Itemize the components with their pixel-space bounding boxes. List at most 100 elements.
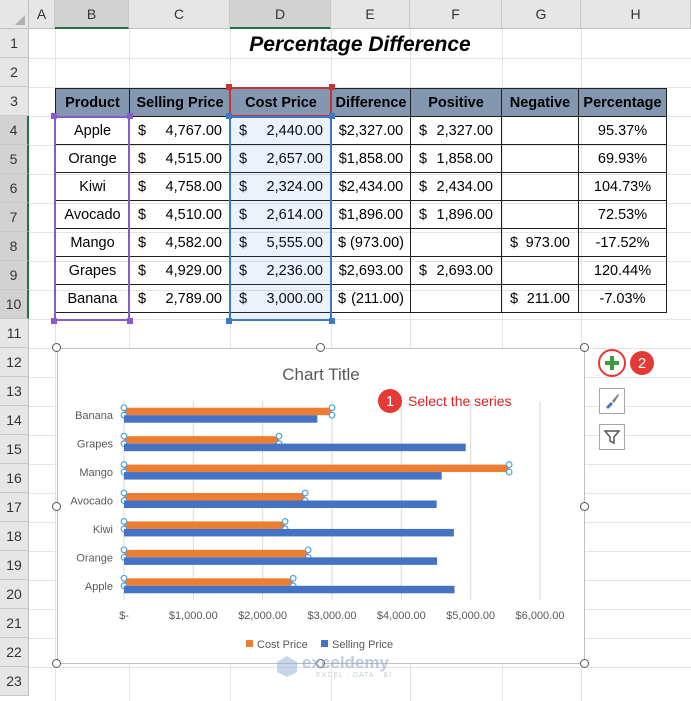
series-selection-handle[interactable] — [275, 432, 283, 440]
cell-positive[interactable]: $1,858.00 — [410, 144, 502, 173]
column-header-g[interactable]: G — [502, 0, 581, 29]
selection-handle[interactable] — [127, 318, 133, 324]
series-selection-handle[interactable] — [505, 468, 513, 476]
row-header-17[interactable]: 17 — [0, 493, 29, 522]
selection-handle[interactable] — [51, 318, 57, 324]
row-header-12[interactable]: 12 — [0, 348, 29, 377]
cost-price-bar[interactable] — [124, 521, 286, 529]
cell-difference[interactable]: $1,896.00 — [331, 200, 411, 229]
row-header-23[interactable]: 23 — [0, 667, 29, 696]
cell-cost-price[interactable]: $2,614.00 — [230, 200, 332, 229]
series-selection-handle[interactable] — [304, 546, 312, 554]
series-selection-handle[interactable] — [120, 404, 128, 412]
cell-cost-price[interactable]: $2,440.00 — [230, 116, 332, 145]
cell-cost-price[interactable]: $5,555.00 — [230, 228, 332, 257]
series-selection-handle[interactable] — [120, 432, 128, 440]
selling-price-bar[interactable] — [124, 443, 466, 452]
header-cost-price[interactable]: Cost Price — [230, 88, 332, 117]
row-header-11[interactable]: 11 — [0, 319, 29, 348]
cell-product[interactable]: Apple — [55, 116, 130, 145]
cell-difference[interactable]: $ (973.00) — [331, 228, 411, 257]
cell-negative[interactable] — [501, 144, 579, 173]
cost-price-bar[interactable] — [124, 578, 294, 586]
cell-selling-price[interactable]: $4,582.00 — [129, 228, 231, 257]
cell-product[interactable]: Mango — [55, 228, 130, 257]
bar-chart[interactable]: $- $1,000.00 $2,000.00 $3,000.00 $4,000.00 $5… — [57, 348, 585, 664]
row-header-16[interactable]: 16 — [0, 464, 29, 493]
cell-difference[interactable]: $2,434.00 — [331, 172, 411, 201]
column-header-h[interactable]: H — [581, 0, 691, 29]
cell-negative[interactable] — [501, 172, 579, 201]
row-header-2[interactable]: 2 — [0, 58, 29, 87]
cell-product[interactable]: Kiwi — [55, 172, 130, 201]
cell-selling-price[interactable]: $4,758.00 — [129, 172, 231, 201]
column-header-d[interactable]: D — [230, 0, 331, 29]
series-selection-handle[interactable] — [328, 411, 336, 419]
header-difference[interactable]: Difference — [331, 88, 411, 117]
row-header-22[interactable]: 22 — [0, 638, 29, 667]
selection-handle[interactable] — [226, 318, 232, 324]
cost-price-bar[interactable] — [124, 464, 510, 473]
cell-negative[interactable] — [501, 116, 579, 145]
row-header-6[interactable]: 6 — [0, 174, 29, 203]
series-selection-handle[interactable] — [120, 518, 128, 525]
cell-product[interactable]: Grapes — [55, 256, 130, 285]
series-selection-handle[interactable] — [301, 489, 309, 497]
cell-positive[interactable]: $2,693.00 — [410, 256, 502, 285]
column-header-b[interactable]: B — [55, 0, 129, 29]
cost-price-bar[interactable] — [124, 436, 280, 444]
cell-negative[interactable] — [501, 200, 579, 229]
cell-positive[interactable]: $2,434.00 — [410, 172, 502, 201]
cell-positive[interactable]: $1,896.00 — [410, 200, 502, 229]
header-positive[interactable]: Positive — [410, 88, 502, 117]
row-header-9[interactable]: 9 — [0, 261, 29, 290]
selling-price-bar[interactable] — [124, 557, 438, 565]
cell-percentage[interactable]: -17.52% — [578, 228, 667, 257]
header-percentage[interactable]: Percentage — [578, 88, 667, 117]
chart-resize-handle[interactable] — [52, 343, 61, 352]
row-header-18[interactable]: 18 — [0, 522, 29, 551]
cell-positive[interactable]: $2,327.00 — [410, 116, 502, 145]
cell-percentage[interactable]: 95.37% — [578, 116, 667, 145]
selection-handle[interactable] — [329, 84, 335, 90]
header-product[interactable]: Product — [55, 88, 130, 117]
cell-positive[interactable] — [410, 284, 502, 313]
column-header-a[interactable]: A — [29, 0, 55, 29]
selection-handle[interactable] — [329, 113, 335, 119]
cost-price-bar[interactable] — [124, 549, 309, 558]
chart-resize-handle[interactable] — [52, 659, 61, 668]
row-header-5[interactable]: 5 — [0, 145, 29, 174]
selling-price-bar[interactable] — [124, 415, 318, 423]
cell-percentage[interactable]: 120.44% — [578, 256, 667, 285]
chart-resize-handle[interactable] — [316, 659, 325, 668]
row-header-21[interactable]: 21 — [0, 609, 29, 638]
cell-percentage[interactable]: 69.93% — [578, 144, 667, 173]
cell-difference[interactable]: $2,693.00 — [331, 256, 411, 285]
cell-difference[interactable]: $1,858.00 — [331, 144, 411, 173]
cell-positive[interactable] — [410, 228, 502, 257]
row-header-3[interactable]: 3 — [0, 87, 29, 116]
chart-title[interactable]: Chart Title — [282, 365, 359, 384]
legend-label[interactable]: Selling Price — [332, 639, 393, 651]
series-selection-handle[interactable] — [120, 546, 128, 554]
selling-price-bar[interactable] — [124, 500, 437, 509]
selection-handle[interactable] — [127, 113, 133, 119]
series-selection-handle[interactable] — [289, 574, 297, 582]
cell-product[interactable]: Avocado — [55, 200, 130, 229]
cost-price-bar[interactable] — [124, 493, 306, 501]
cell-negative[interactable]: $211.00 — [501, 284, 579, 313]
series-selection-handle[interactable] — [505, 461, 513, 468]
row-header-13[interactable]: 13 — [0, 377, 29, 406]
chart-resize-handle[interactable] — [316, 343, 325, 352]
select-all-corner[interactable] — [0, 0, 29, 29]
column-header-e[interactable]: E — [331, 0, 410, 29]
cell-cost-price[interactable]: $2,657.00 — [230, 144, 332, 173]
series-selection-handle[interactable] — [120, 489, 128, 497]
chart-resize-handle[interactable] — [580, 502, 589, 511]
header-negative[interactable]: Negative — [501, 88, 579, 117]
row-header-19[interactable]: 19 — [0, 551, 29, 580]
cell-selling-price[interactable]: $4,767.00 — [129, 116, 231, 145]
legend-label[interactable]: Cost Price — [257, 639, 308, 651]
cell-percentage[interactable]: 104.73% — [578, 172, 667, 201]
series-selection-handle[interactable] — [281, 518, 289, 525]
